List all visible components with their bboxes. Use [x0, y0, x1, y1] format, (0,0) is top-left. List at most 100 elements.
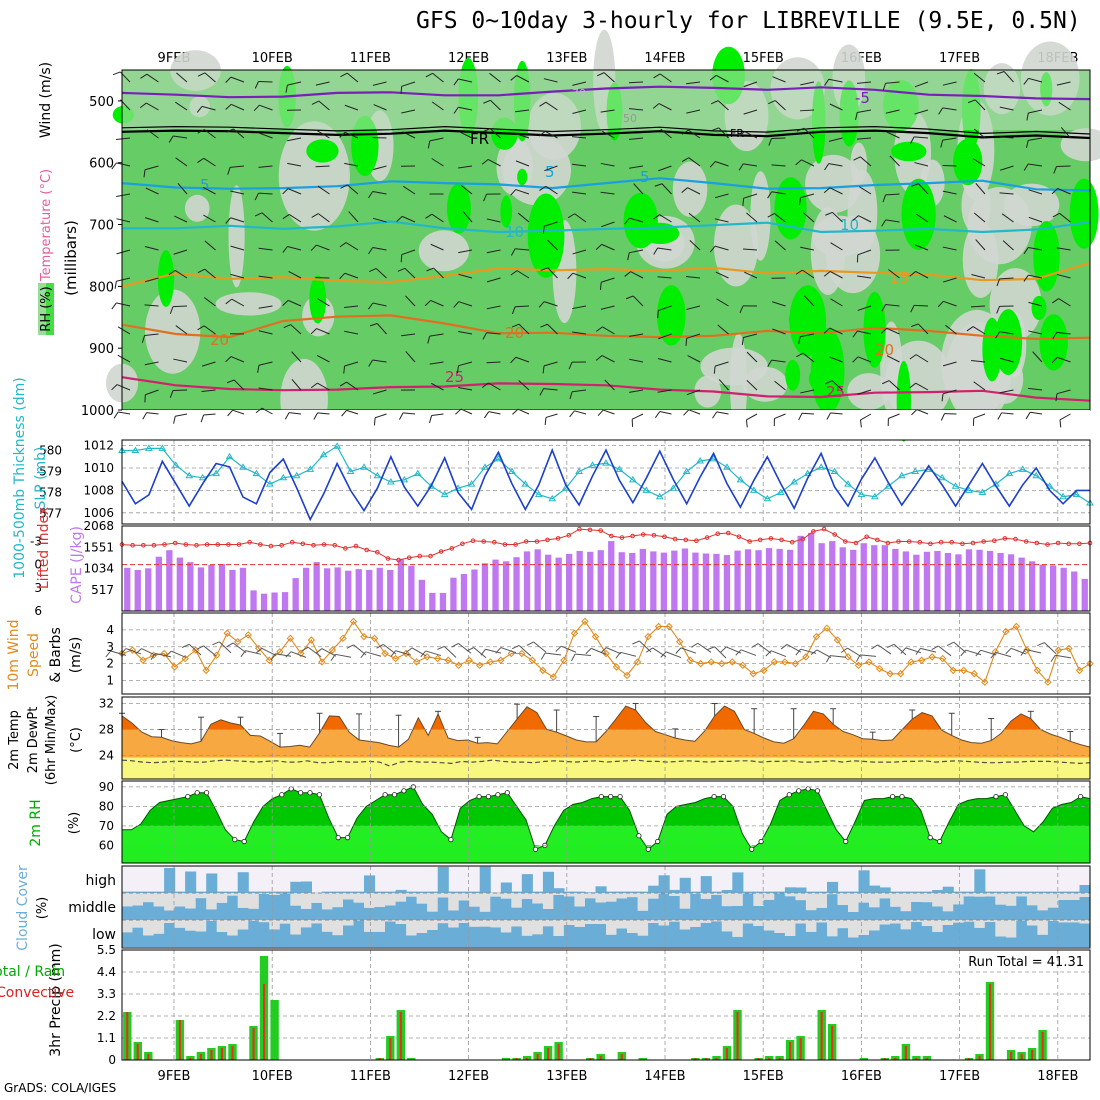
- wind-speed-point: [486, 658, 494, 666]
- thickness-point: [360, 463, 368, 470]
- wind-barb: [709, 74, 729, 83]
- y-tick-label: 900: [89, 342, 114, 357]
- rh2m-point: [805, 786, 811, 792]
- cloud-cover-bar: [995, 904, 1007, 920]
- wind-barb: [798, 193, 815, 206]
- wind-barb: [658, 333, 672, 340]
- wind-speed-point: [896, 670, 905, 678]
- wind-barb: [515, 109, 530, 113]
- wind-barb: [1028, 301, 1043, 307]
- cloud-row-label: low: [92, 927, 116, 943]
- lifted-index-point: [247, 539, 252, 545]
- cloud-cover-bar: [164, 868, 176, 893]
- thickness-point: [131, 446, 140, 453]
- cloud-clear-bar: [932, 920, 944, 932]
- precip-total-bar: [638, 1058, 647, 1060]
- cloud-clear-bar: [227, 920, 239, 936]
- wind-barb: [945, 324, 957, 335]
- wind-barb: [291, 379, 302, 391]
- cloud-cover-bar: [1079, 897, 1091, 920]
- wind-barb: [1052, 331, 1071, 340]
- wind-barb: [571, 653, 592, 662]
- thickness-point: [1072, 490, 1081, 498]
- cloud-clear-bar: [343, 920, 355, 926]
- wind-barb: [915, 647, 937, 655]
- wind-barb: [510, 189, 530, 196]
- wind-barb: [140, 73, 159, 83]
- cape-bar: [303, 567, 310, 611]
- wind-speed-point: [391, 654, 400, 663]
- wind-barb: [481, 159, 501, 167]
- wind-barb: [480, 648, 502, 656]
- wind-barb: [483, 99, 501, 111]
- wind-speed-point: [865, 658, 873, 666]
- rh2m-point: [448, 836, 454, 843]
- wind-barb: [144, 361, 159, 366]
- wind-speed-point: [223, 629, 231, 637]
- thickness-point: [615, 465, 624, 472]
- lifted-index-point: [577, 526, 582, 532]
- cape-bar: [1029, 561, 1036, 611]
- cloud-clear-bar: [374, 920, 386, 932]
- wind-barb: [116, 137, 131, 140]
- cape-bar: [334, 567, 341, 611]
- wind-barb: [372, 165, 387, 171]
- rh2m-point: [645, 846, 651, 852]
- wind-barb: [946, 641, 967, 653]
- wind-barb: [197, 268, 216, 279]
- cloud-clear-bar: [700, 920, 712, 923]
- wind-speed-point: [938, 654, 947, 663]
- wind-barb: [429, 361, 444, 365]
- wind-barb: [773, 413, 786, 427]
- wind-barb: [681, 187, 701, 195]
- cloud-clear-bar: [195, 920, 207, 932]
- thickness-point: [871, 492, 879, 500]
- wind-barb: [396, 215, 416, 223]
- wind-barb: [114, 277, 131, 289]
- cloud-cover-bar: [900, 929, 912, 947]
- lifted-index-point: [353, 543, 359, 549]
- wind-barb: [427, 137, 444, 149]
- cloud-cover-bar: [606, 934, 618, 947]
- wind-speed-point: [444, 656, 452, 664]
- wind-speed-point: [675, 637, 684, 646]
- rh-moist-region: [157, 250, 175, 307]
- wind-barb: [803, 212, 815, 223]
- cloud-cover-bar: [311, 902, 323, 920]
- precip-convective-bar: [399, 1012, 402, 1060]
- wind-barb: [712, 411, 729, 419]
- date-label-bottom: 9FEB: [158, 1069, 191, 1084]
- cloud-cover-bar: [374, 906, 386, 920]
- wind-barb: [971, 359, 986, 363]
- temperature-tick-label: 28: [99, 723, 114, 737]
- cloud-cover-bar: [269, 894, 281, 920]
- wind-barb: [1023, 77, 1043, 85]
- wind-barb: [855, 109, 872, 120]
- cloud-clear-bar: [616, 893, 628, 899]
- y-tick-label: 700: [89, 219, 114, 234]
- cloud-cover-bar: [406, 896, 418, 920]
- wind-barb: [175, 325, 188, 335]
- wind-barb: [857, 275, 872, 279]
- cloud-cover-bar: [185, 930, 197, 947]
- wind-speed-point: [581, 617, 589, 626]
- precip-convective-bar: [1010, 1052, 1013, 1060]
- lifted-index-point: [875, 537, 880, 543]
- cloud-clear-bar: [416, 893, 428, 904]
- wind-barb: [146, 129, 159, 139]
- thickness-point: [212, 469, 220, 477]
- wind-speed-point: [854, 661, 863, 670]
- cloud-cover-bar: [721, 906, 733, 920]
- thickness-point: [252, 469, 261, 477]
- date-label-bottom: 15FEB: [743, 1069, 784, 1084]
- cape-bar: [460, 574, 468, 611]
- wind-barb: [714, 193, 729, 199]
- cape-bar: [839, 547, 846, 611]
- wind-barb: [486, 277, 501, 283]
- wind-barb: [111, 302, 131, 310]
- ylabel-temperature: 2m Temp: [7, 710, 22, 770]
- wind-speed-point: [381, 649, 389, 658]
- wind-barb: [685, 333, 701, 346]
- cloud-cover-bar: [385, 905, 397, 920]
- isotherm-label: 25: [826, 383, 845, 401]
